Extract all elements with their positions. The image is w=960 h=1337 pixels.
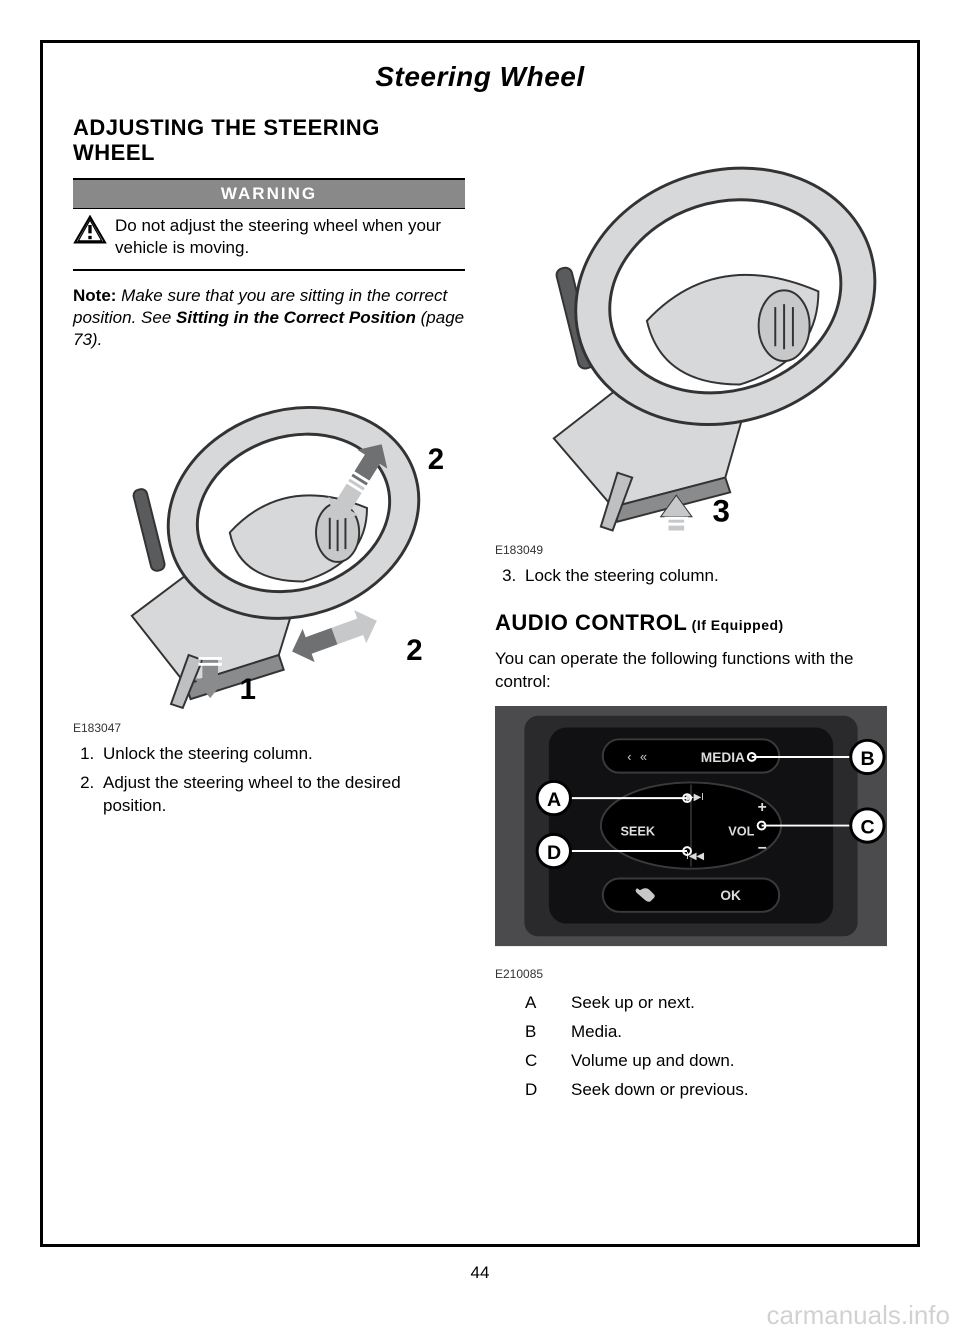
watermark: carmanuals.info [766, 1300, 950, 1331]
callout-C: C [861, 816, 875, 838]
legend-row-A: A Seek up or next. [525, 989, 887, 1018]
warning-triangle-icon [73, 215, 107, 245]
warning-body: Do not adjust the steering wheel when yo… [73, 209, 465, 271]
audio-legend: A Seek up or next. B Media. C Volume up … [495, 989, 887, 1105]
legend-row-D: D Seek down or previous. [525, 1076, 887, 1105]
step-1: Unlock the steering column. [99, 743, 465, 766]
plus-label: + [758, 798, 767, 815]
figure1-caption: E183047 [73, 721, 465, 735]
figure-audio-control: « ‹ MEDIA SEEK VOL ▶▶I I◀◀ + − OK [495, 706, 887, 982]
audio-heading-sub: (If Equipped) [687, 617, 783, 633]
svg-text:I◀◀: I◀◀ [686, 850, 704, 861]
callout-2b: 2 [406, 634, 422, 667]
step-2: Adjust the steering wheel to the desired… [99, 772, 465, 818]
warning-text: Do not adjust the steering wheel when yo… [115, 215, 465, 259]
figure3-caption: E210085 [495, 967, 887, 981]
left-column: ADJUSTING THE STEERING WHEEL WARNING Do … [73, 115, 465, 1105]
callout-A: A [547, 788, 561, 810]
legend-text-A: Seek up or next. [571, 989, 695, 1018]
step-3: Lock the steering column. [521, 565, 887, 588]
audio-heading-main: AUDIO CONTROL [495, 610, 687, 635]
page-number: 44 [0, 1263, 960, 1283]
callout-1: 1 [240, 673, 256, 706]
steps-list-right: Lock the steering column. [495, 565, 887, 588]
callout-2a: 2 [428, 443, 444, 476]
note-block: Note: Make sure that you are sitting in … [73, 285, 465, 351]
note-label: Note: [73, 286, 116, 305]
minus-label: − [758, 839, 767, 856]
legend-key-C: C [525, 1047, 547, 1076]
seek-label: SEEK [620, 823, 655, 838]
legend-key-D: D [525, 1076, 547, 1105]
steering-unlock-illustration: 2 2 1 [73, 361, 465, 714]
audio-control-illustration: « ‹ MEDIA SEEK VOL ▶▶I I◀◀ + − OK [495, 706, 887, 961]
ok-label: OK [720, 888, 741, 903]
vol-label: VOL [728, 823, 754, 838]
svg-text:«: « [640, 748, 647, 763]
section-heading-adjust: ADJUSTING THE STEERING WHEEL [73, 115, 465, 166]
callout-3: 3 [713, 494, 730, 529]
figure-adjust-unlock: 2 2 1 E183047 [73, 361, 465, 735]
page-border: Steering Wheel ADJUSTING THE STEERING WH… [40, 40, 920, 1247]
legend-key-A: A [525, 989, 547, 1018]
right-column: 3 E183049 Lock the steering column. AUDI… [495, 115, 887, 1105]
steering-lock-illustration: 3 [495, 115, 887, 536]
page-title: Steering Wheel [43, 43, 917, 115]
callout-D: D [547, 841, 561, 863]
legend-text-D: Seek down or previous. [571, 1076, 749, 1105]
note-ref: Sitting in the Correct Position [176, 308, 416, 327]
callout-B: B [861, 747, 875, 769]
warning-banner: WARNING [73, 178, 465, 209]
figure-adjust-lock: 3 E183049 [495, 115, 887, 557]
legend-row-B: B Media. [525, 1018, 887, 1047]
legend-row-C: C Volume up and down. [525, 1047, 887, 1076]
audio-intro: You can operate the following functions … [495, 648, 887, 694]
svg-text:‹: ‹ [627, 748, 631, 763]
legend-text-C: Volume up and down. [571, 1047, 735, 1076]
legend-key-B: B [525, 1018, 547, 1047]
figure2-caption: E183049 [495, 543, 887, 557]
steps-list-left: Unlock the steering column. Adjust the s… [73, 743, 465, 818]
content-columns: ADJUSTING THE STEERING WHEEL WARNING Do … [43, 115, 917, 1105]
legend-text-B: Media. [571, 1018, 622, 1047]
section-heading-audio: AUDIO CONTROL (If Equipped) [495, 610, 887, 635]
media-label: MEDIA [701, 749, 745, 764]
